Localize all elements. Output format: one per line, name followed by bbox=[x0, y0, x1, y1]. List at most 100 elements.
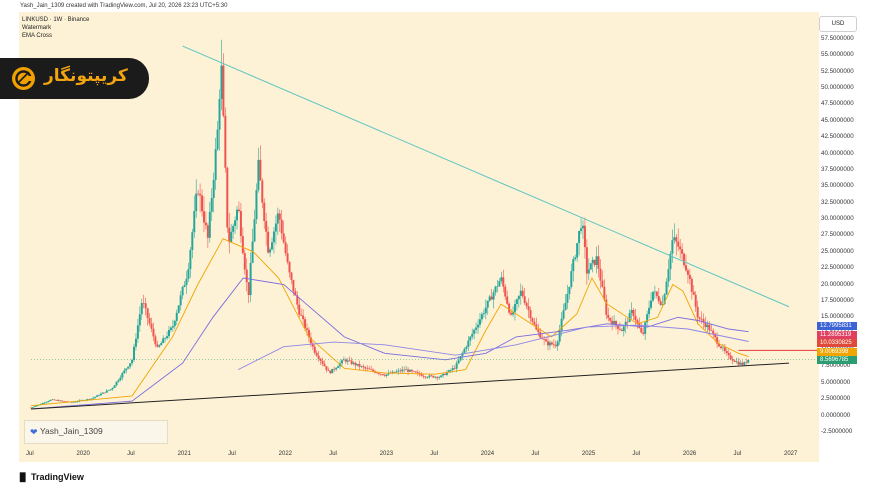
candle-body bbox=[101, 392, 104, 394]
candle-body bbox=[302, 315, 305, 320]
candle-body bbox=[74, 401, 77, 403]
candle-body bbox=[401, 369, 404, 372]
candle-body bbox=[667, 269, 670, 282]
author-name: Yash_Jain_1309 bbox=[40, 426, 103, 436]
candle-body bbox=[30, 407, 32, 409]
candle-body bbox=[206, 225, 209, 238]
time-tick-label: 2026 bbox=[682, 451, 697, 457]
price-axis[interactable] bbox=[819, 12, 877, 462]
candle-body bbox=[64, 401, 67, 402]
candle-body bbox=[564, 302, 567, 311]
candle-body bbox=[173, 320, 176, 327]
candle-body bbox=[265, 221, 268, 232]
candle-body bbox=[434, 376, 437, 378]
price-label: 10.0330825 bbox=[817, 339, 857, 347]
candle-body bbox=[226, 167, 229, 228]
time-tick-label: 2025 bbox=[581, 451, 596, 457]
candle-body bbox=[142, 303, 145, 304]
candle-body bbox=[504, 286, 507, 297]
chart-pane[interactable] bbox=[19, 12, 819, 462]
candle-body bbox=[96, 395, 99, 397]
candle-body bbox=[358, 364, 361, 367]
candle-body bbox=[482, 313, 485, 315]
candle-body bbox=[323, 363, 326, 367]
candle-body bbox=[463, 348, 466, 353]
candle-body bbox=[109, 389, 112, 391]
candle-body bbox=[593, 259, 596, 265]
candle-body bbox=[133, 346, 136, 361]
candle-body bbox=[420, 374, 423, 377]
candle-body bbox=[618, 328, 621, 330]
candle-body bbox=[237, 209, 240, 211]
price-tick-label: 52.5000000 bbox=[821, 67, 854, 75]
price-tick-label: 17.5000000 bbox=[821, 296, 854, 304]
candle-body bbox=[591, 259, 594, 264]
candle-body bbox=[296, 295, 299, 305]
candle-body bbox=[129, 363, 132, 367]
candle-body bbox=[626, 321, 629, 323]
candle-body bbox=[677, 241, 680, 247]
candle-body bbox=[529, 310, 532, 319]
candle-body bbox=[488, 296, 491, 301]
candle-body bbox=[115, 381, 118, 386]
ema-cross-indicator-label[interactable]: EMA Cross bbox=[22, 33, 53, 39]
candle-body bbox=[105, 390, 108, 393]
symbol-label[interactable]: LINKUSD · 1W · Binance bbox=[22, 17, 90, 23]
candle-body bbox=[449, 370, 452, 371]
candle-body bbox=[327, 369, 330, 371]
candle-body bbox=[414, 371, 417, 373]
candle-body bbox=[640, 328, 643, 333]
price-tick-label: 47.5000000 bbox=[821, 100, 854, 108]
trendline-descending-resistance bbox=[182, 45, 790, 308]
tradingview-brand[interactable]: ▉ TradingView bbox=[20, 472, 84, 482]
candle-body bbox=[255, 190, 258, 220]
candle-body bbox=[280, 219, 283, 234]
watermark-indicator-label[interactable]: Watermark bbox=[22, 25, 52, 31]
candle-body bbox=[473, 329, 476, 334]
author-watermark bbox=[24, 420, 168, 444]
candle-body bbox=[451, 368, 454, 371]
ema-line-fast bbox=[30, 238, 749, 407]
candle-body bbox=[234, 220, 237, 226]
candle-body bbox=[696, 306, 699, 318]
candle-body bbox=[484, 307, 487, 314]
candle-body bbox=[644, 322, 647, 334]
candle-body bbox=[533, 321, 536, 325]
candle-body bbox=[305, 328, 308, 330]
candle-body bbox=[478, 319, 481, 325]
price-label: 8.5696785 bbox=[817, 356, 857, 364]
candle-body bbox=[653, 291, 656, 293]
candle-body bbox=[261, 180, 264, 203]
candle-body bbox=[616, 325, 619, 329]
candle-body bbox=[545, 339, 548, 342]
currency-button[interactable]: USD bbox=[819, 16, 857, 32]
candle-body bbox=[523, 296, 526, 303]
candle-body bbox=[352, 362, 355, 364]
candle-body bbox=[630, 310, 633, 314]
candle-body bbox=[440, 375, 443, 378]
trendline-ascending-support bbox=[30, 362, 790, 410]
candle-body bbox=[375, 372, 378, 374]
candle-body bbox=[576, 243, 579, 258]
candle-body bbox=[239, 210, 242, 237]
candle-body bbox=[362, 366, 365, 368]
candle-body bbox=[146, 308, 149, 318]
price-tick-label: 42.5000000 bbox=[821, 133, 854, 141]
candle-body bbox=[136, 325, 139, 339]
candle-body bbox=[271, 242, 274, 250]
candle-body bbox=[710, 330, 713, 331]
candle-body bbox=[628, 313, 631, 323]
candle-body bbox=[714, 333, 717, 338]
candle-body bbox=[189, 250, 192, 270]
price-tick-label: 7.5000000 bbox=[821, 362, 851, 370]
price-tick-label: 35.0000000 bbox=[821, 182, 854, 190]
candle-body bbox=[673, 237, 676, 241]
candle-body bbox=[613, 321, 616, 325]
candle-body bbox=[156, 344, 159, 347]
candle-body bbox=[475, 327, 478, 330]
candle-body bbox=[611, 320, 614, 325]
candle-body bbox=[580, 228, 583, 231]
price-tick-label: 30.0000000 bbox=[821, 215, 854, 222]
candle-body bbox=[698, 317, 701, 319]
